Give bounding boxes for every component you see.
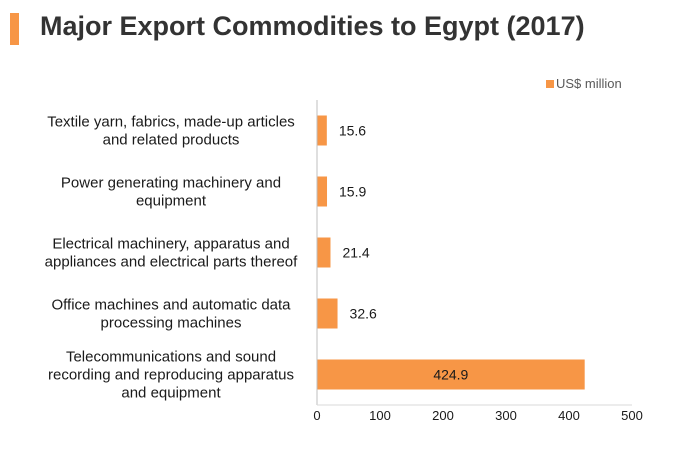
legend-label: US$ million (556, 76, 622, 91)
bar (317, 115, 327, 146)
category-label: Office machines and automatic data proces… (51, 297, 291, 332)
x-tick-label: 300 (495, 408, 517, 423)
category-label-line: and equipment (121, 385, 221, 402)
x-tick-label: 500 (621, 408, 643, 423)
category-label-line: Textile yarn, fabrics, made-up articles (47, 114, 295, 131)
data-label: 424.9 (433, 367, 468, 383)
category-label-line: processing machines (101, 315, 242, 332)
title-accent-bar (10, 13, 19, 45)
bar (317, 176, 328, 207)
category-label: Power generating machinery and equipment (61, 175, 281, 210)
category-label-line: Electrical machinery, apparatus and (52, 236, 289, 253)
category-label-line: appliances and electrical parts thereof (45, 254, 298, 271)
category-label-line: Power generating machinery and (61, 175, 281, 192)
data-label: 15.9 (339, 184, 366, 200)
category-label: Textile yarn, fabrics, made-up articles a… (47, 114, 295, 149)
category-label-line: Telecommunications and sound (66, 349, 276, 366)
bar (317, 237, 331, 268)
legend: US$ million (546, 76, 622, 91)
category-label: Electrical machinery, apparatus and appli… (45, 236, 298, 271)
data-label: 21.4 (342, 245, 369, 261)
data-label: 15.6 (339, 123, 366, 139)
data-label: 32.6 (350, 306, 377, 322)
category-label: Telecommunications and sound recording an… (48, 349, 294, 402)
x-tick-label: 400 (558, 408, 580, 423)
x-tick-label: 0 (313, 408, 320, 423)
bar (317, 359, 585, 390)
x-tick-label: 200 (432, 408, 454, 423)
category-label-line: and related products (103, 132, 240, 149)
category-label-line: recording and reproducing apparatus (48, 367, 294, 384)
legend-swatch (546, 79, 554, 88)
category-label-line: Office machines and automatic data (51, 297, 291, 314)
category-label-line: equipment (136, 193, 207, 210)
bar (317, 298, 338, 329)
chart-title: Major Export Commodities to Egypt (2017) (40, 11, 585, 41)
x-tick-label: 100 (369, 408, 391, 423)
